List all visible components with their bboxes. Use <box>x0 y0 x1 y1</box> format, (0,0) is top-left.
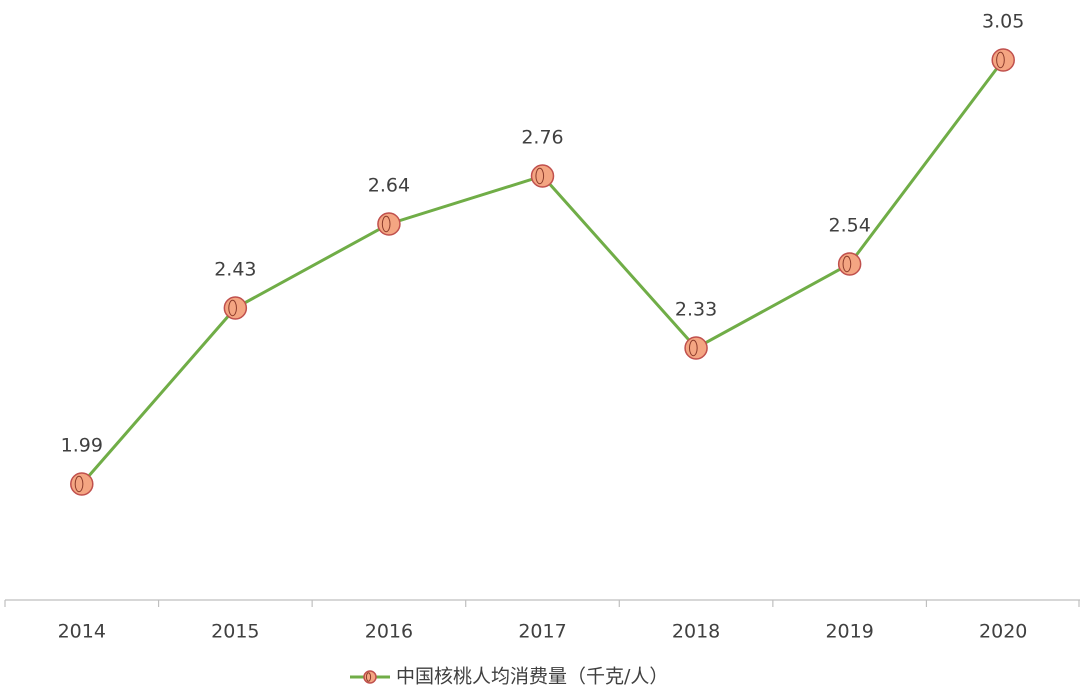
x-tick-label: 2014 <box>58 621 106 643</box>
x-tick-label: 2015 <box>211 621 259 643</box>
x-tick-label: 2018 <box>672 621 720 643</box>
data-label: 1.99 <box>61 435 103 457</box>
marker <box>377 212 401 236</box>
legend-marker <box>363 670 377 684</box>
marker <box>837 252 862 276</box>
x-tick-label: 2016 <box>365 621 413 643</box>
data-label: 3.05 <box>982 11 1024 33</box>
x-tick-label: 2017 <box>518 621 566 643</box>
data-label: 2.43 <box>214 259 256 281</box>
marker <box>684 336 708 360</box>
marker <box>530 164 555 188</box>
marker <box>70 472 94 496</box>
legend-label: 中国核桃人均消费量（千克/人） <box>396 666 668 688</box>
marker <box>991 48 1015 72</box>
data-label: 2.76 <box>521 127 563 149</box>
x-tick-label: 2019 <box>825 621 873 643</box>
data-label: 2.54 <box>828 215 870 237</box>
data-label: 2.33 <box>675 299 717 321</box>
marker <box>223 296 248 320</box>
x-tick-label: 2020 <box>979 621 1027 643</box>
data-label: 2.64 <box>368 175 410 197</box>
